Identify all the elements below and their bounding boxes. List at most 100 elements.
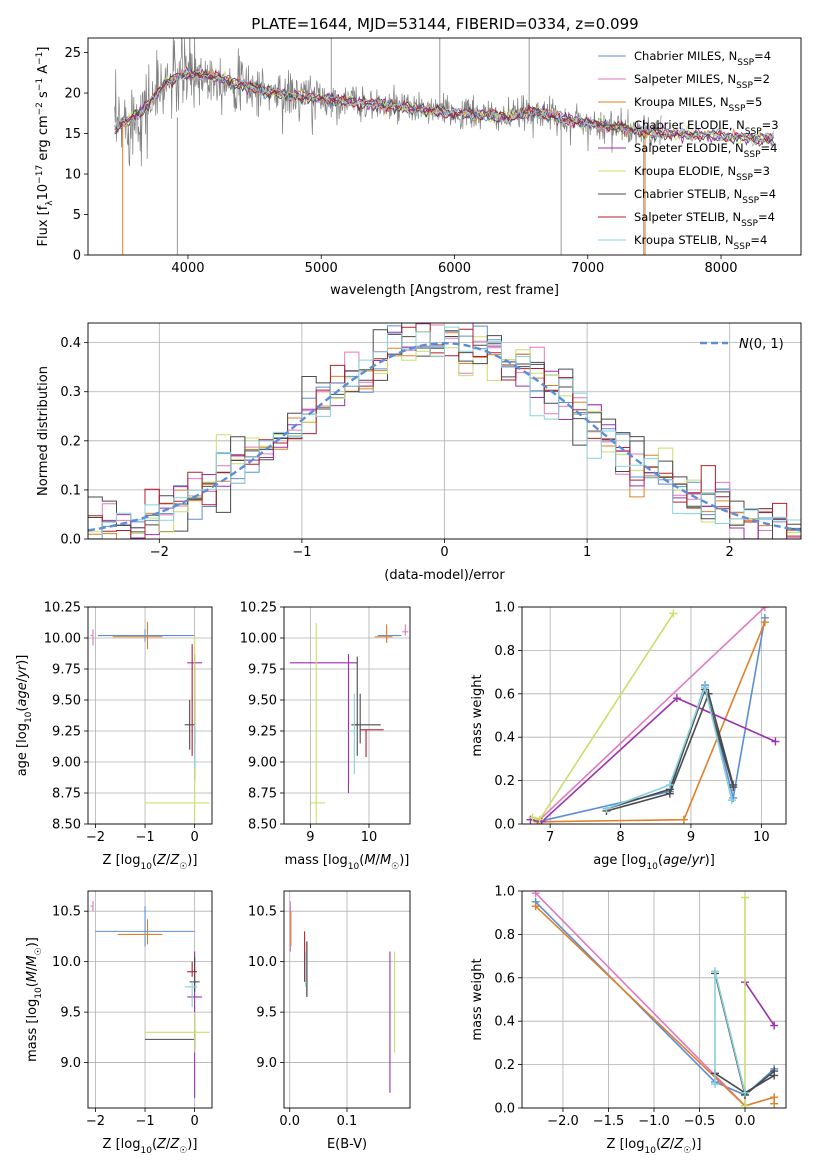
x-tick-label: 4000 — [171, 261, 204, 276]
histogram-kroupa_stelib — [88, 326, 801, 539]
weight-marker — [770, 1021, 779, 1030]
weight-marker — [727, 796, 736, 805]
y-tick-label: 9.75 — [248, 663, 277, 678]
errorbar-point-salpeter_stelib — [187, 961, 198, 977]
legend-entry: Kroupa ELODIE, NSSP=3 — [634, 164, 770, 183]
weight-marker — [710, 1080, 719, 1089]
y-tick-label: 8.75 — [52, 787, 81, 802]
y-tick-label: 0.6 — [494, 687, 515, 702]
x-axis-label: Z [log10(Z/Z☉)] — [607, 1137, 702, 1156]
y-tick-label: 10.0 — [52, 955, 81, 970]
errorbar-point-salpeter_elodie — [289, 654, 358, 793]
y-tick-label: 20 — [64, 87, 81, 102]
weight-marker — [665, 780, 674, 789]
model-spectrum-kroupa_stelib — [114, 67, 774, 148]
mass_weight_vs_age-plot-area — [526, 607, 780, 824]
legend-entry: Kroupa STELIB, NSSP=4 — [634, 233, 767, 252]
y-axis-label: Normed distribution — [36, 366, 51, 496]
y-tick-label: 0.1 — [60, 483, 81, 498]
mass_weight_vs_Z-axes: −2.0 −1.5 −1.0 −0.5 0.0 0.0 0.2 0.4 0.6 0.8 1.0 Z [… — [470, 885, 787, 1156]
x-tick-label: 10 — [753, 830, 770, 845]
x-tick-label: 7 — [546, 830, 554, 845]
weight-marker — [770, 1099, 779, 1108]
errorbar-point-chabrier_stelib — [189, 956, 200, 992]
weight-line-salpeter_elodie — [530, 697, 776, 823]
weight-line-kroupa_miles — [535, 905, 776, 1107]
y-tick-label: 0.6 — [494, 971, 515, 986]
x-tick-label: 9 — [687, 830, 695, 845]
age_vs_mass-axes: 9 10 8.50 8.75 9.00 9.25 9.50 9.75 10.00 10.25 mas… — [240, 601, 411, 872]
x-tick-label: −1 — [292, 545, 311, 560]
legend-entry: Salpeter MILES, NSSP=2 — [634, 72, 770, 91]
y-tick-label: 5 — [73, 208, 81, 223]
data-spectrum — [114, 38, 662, 167]
x-axis-label: age [log10(age/yr)] — [593, 853, 715, 872]
histogram-salpeter_elodie — [88, 323, 801, 539]
y-tick-label: 0.4 — [494, 731, 515, 746]
errorbar-point-kroupa_miles — [374, 624, 393, 643]
y-axis-label: age [log10(age/yr)] — [15, 655, 34, 777]
errorbar-point-kroupa_elodie — [310, 623, 326, 824]
age_vs_Z-axes: −2 −1 0 8.50 8.75 9.00 9.25 9.50 9.75 10.00 10.25 Z… — [15, 601, 213, 872]
errorbar-point-chabrier_stelib — [184, 700, 195, 750]
axes-frame — [521, 890, 787, 1109]
y-tick-label: 10.0 — [248, 955, 277, 970]
errorbar-point-kroupa_miles — [112, 621, 163, 650]
weight-line-salpeter_miles — [536, 607, 766, 823]
y-tick-label: 10.00 — [44, 632, 81, 647]
legend-entry: Chabrier MILES, NSSP=4 — [634, 49, 771, 68]
mass_vs_EBV-axes: 0.0 0.1 9.0 9.5 10.0 10.5 E(B-V) — [248, 890, 411, 1152]
x-tick-label: −2 — [86, 830, 105, 845]
legend-entry: Salpeter STELIB, NSSP=4 — [634, 210, 775, 229]
x-axis-label: wavelength [Angstrom, rest frame] — [330, 283, 559, 298]
weight-marker — [710, 967, 719, 976]
legend-entry: Chabrier ELODIE, NSSP=3 — [634, 118, 779, 137]
mass_weight_vs_age-axes: 7 8 9 10 0.0 0.2 0.4 0.6 0.8 1.0 age [log10(age/yr… — [470, 601, 787, 872]
y-tick-label: 10 — [64, 168, 81, 183]
errorbar-point-kroupa_miles — [117, 919, 163, 945]
errorbar-point-kroupa_stelib — [184, 981, 198, 1008]
residuals-plot-area — [88, 323, 801, 539]
weight-line-salpeter_miles — [535, 892, 746, 1107]
legend-entry: Salpeter ELODIE, NSSP=4 — [634, 141, 777, 160]
errorbar-point-chabrier_miles — [95, 906, 195, 947]
mass_vs_Z-axes: −2 −1 0 9.0 9.5 10.0 10.5 Z [log10(Z/Z☉)] mass [… — [25, 890, 213, 1156]
y-tick-label: 9.0 — [60, 1056, 81, 1071]
y-tick-label: 10.5 — [248, 905, 277, 920]
weight-line-salpeter_elodie — [744, 981, 775, 1026]
errorbar-point-salpeter_stelib — [360, 729, 384, 758]
y-tick-label: 0.4 — [494, 1015, 515, 1030]
weight-line-kroupa_elodie — [532, 613, 675, 821]
errorbar-point-kroupa_elodie — [145, 1012, 210, 1053]
x-tick-label: 6000 — [438, 261, 471, 276]
y-tick-label: 1.0 — [494, 885, 515, 900]
errorbar-point-salpeter_miles — [90, 629, 94, 646]
x-tick-label: 0 — [190, 1114, 198, 1129]
y-tick-label: 9.50 — [52, 694, 81, 709]
axes-frame — [87, 606, 213, 825]
weight-marker — [741, 893, 750, 902]
age_vs_mass-plot-area — [289, 623, 409, 824]
y-tick-label: 9.50 — [248, 694, 277, 709]
weight-marker — [665, 789, 674, 798]
weight-marker — [760, 607, 769, 611]
weight-marker — [669, 609, 678, 618]
errorbar-point-chabrier_miles — [377, 629, 402, 642]
x-tick-label: 2 — [726, 545, 734, 560]
y-tick-label: 15 — [64, 127, 81, 142]
x-tick-label: −2 — [150, 545, 169, 560]
x-tick-label: 8 — [616, 830, 624, 845]
y-axis-label: Flux [fλ10−17 erg cm−2 s−1 A−1] — [35, 47, 55, 247]
y-axis-label: mass weight — [470, 958, 485, 1040]
x-tick-label: 1 — [583, 545, 591, 560]
weight-marker — [531, 902, 540, 911]
errorbar-point-kroupa_stelib — [348, 693, 358, 775]
weight-marker — [741, 1088, 750, 1097]
y-tick-label: 9.00 — [52, 756, 81, 771]
weight-marker — [535, 815, 544, 824]
model-spectrum-salpeter_elodie — [114, 68, 774, 147]
x-tick-label: 8000 — [704, 261, 737, 276]
weight-marker — [531, 891, 540, 898]
x-axis-label: Z [log10(Z/Z☉)] — [103, 1137, 198, 1156]
x-tick-label: 0 — [190, 830, 198, 845]
